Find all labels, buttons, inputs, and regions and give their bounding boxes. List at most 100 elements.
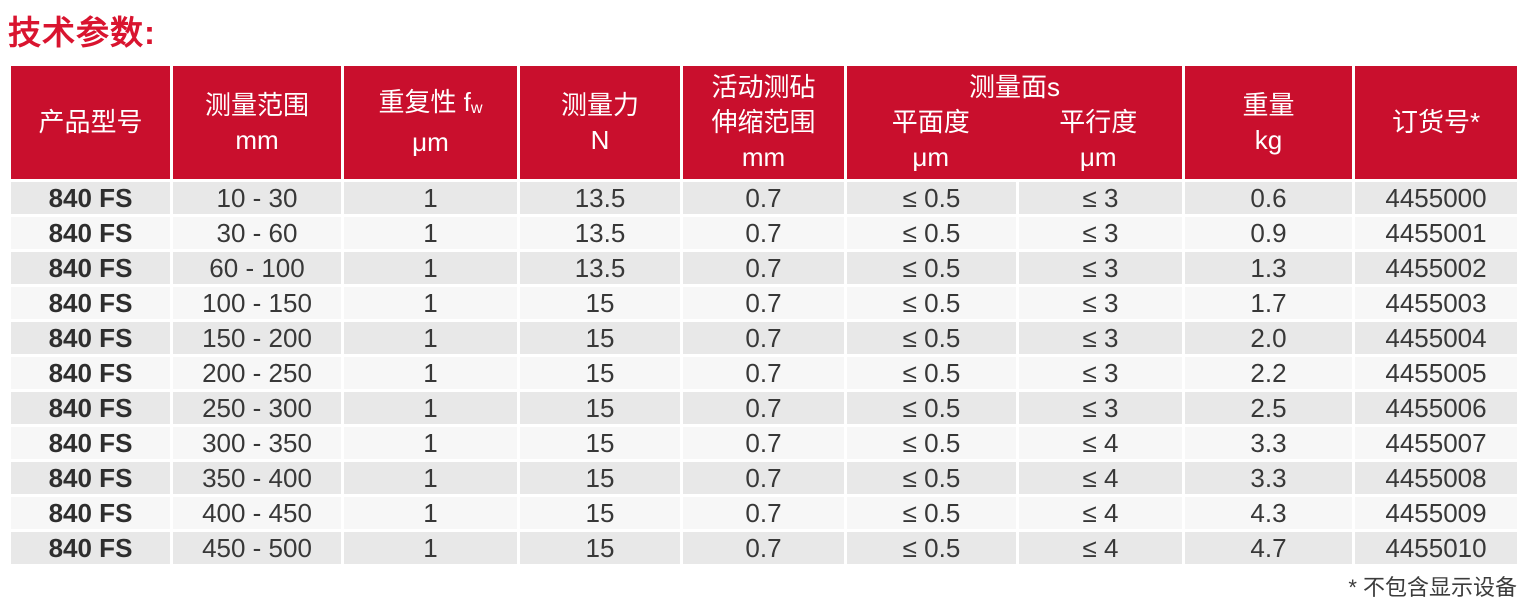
header-model: 产品型号 [11,66,173,182]
cell-repeatability: 1 [344,217,520,252]
header-range-unit: mm [235,124,279,155]
table-row: 840 FS 200 - 250 1 15 0.7 ≤ 0.5 ≤ 3 2.2 4455005 [11,357,1517,392]
cell-range: 150 - 200 [173,322,344,357]
cell-order: 4455010 [1355,532,1517,567]
cell-parallelism: ≤ 4 [1019,497,1185,532]
cell-parallelism: ≤ 3 [1019,357,1185,392]
header-model-label: 产品型号 [38,107,143,137]
cell-order: 4455009 [1355,497,1517,532]
spec-table: 产品型号 测量范围 mm 重复性 fw μm 测量力 N [11,66,1517,567]
header-force-unit: N [590,124,610,155]
cell-order: 4455006 [1355,392,1517,427]
header-surfaces-group-label: 测量面s [968,72,1060,102]
cell-range: 350 - 400 [173,462,344,497]
cell-weight: 2.2 [1185,357,1355,392]
cell-repeatability: 1 [344,427,520,462]
cell-range: 200 - 250 [173,357,344,392]
header-weight: 重量 kg [1185,66,1355,182]
cell-parallelism: ≤ 4 [1019,462,1185,497]
cell-repeatability: 1 [344,462,520,497]
cell-force: 15 [520,357,683,392]
cell-model: 840 FS [11,497,173,532]
cell-force: 15 [520,462,683,497]
cell-flatness: ≤ 0.5 [847,462,1019,497]
cell-parallelism: ≤ 4 [1019,532,1185,567]
cell-force: 13.5 [520,217,683,252]
cell-parallelism: ≤ 4 [1019,427,1185,462]
cell-flatness: ≤ 0.5 [847,217,1019,252]
cell-weight: 0.6 [1185,182,1355,217]
cell-repeatability: 1 [344,497,520,532]
cell-order: 4455003 [1355,287,1517,322]
cell-model: 840 FS [11,217,173,252]
table-row: 840 FS 350 - 400 1 15 0.7 ≤ 0.5 ≤ 4 3.3 4455008 [11,462,1517,497]
cell-force: 15 [520,392,683,427]
cell-force: 15 [520,497,683,532]
cell-force: 15 [520,322,683,357]
cell-range: 300 - 350 [173,427,344,462]
header-anvil-unit: mm [741,142,786,172]
cell-anvil: 0.7 [683,462,847,497]
spec-table-body: 840 FS 10 - 30 1 13.5 0.7 ≤ 0.5 ≤ 3 0.6 4455000 8… [11,182,1517,567]
cell-weight: 4.7 [1185,532,1355,567]
cell-order: 4455005 [1355,357,1517,392]
cell-parallelism: ≤ 3 [1019,182,1185,217]
table-row: 840 FS 10 - 30 1 13.5 0.7 ≤ 0.5 ≤ 3 0.6 4455000 [11,182,1517,217]
cell-flatness: ≤ 0.5 [847,252,1019,287]
cell-flatness: ≤ 0.5 [847,357,1019,392]
header-order-label: 订货号* [1391,107,1481,137]
header-anvil-label-1: 活动测砧 [711,72,816,102]
cell-repeatability: 1 [344,322,520,357]
table-row: 840 FS 250 - 300 1 15 0.7 ≤ 0.5 ≤ 3 2.5 4455006 [11,392,1517,427]
cell-repeatability: 1 [344,182,520,217]
cell-range: 30 - 60 [173,217,344,252]
header-flatness-label: 平面度 [891,107,970,137]
header-repeatability: 重复性 fw μm [344,66,520,182]
cell-model: 840 FS [11,357,173,392]
cell-flatness: ≤ 0.5 [847,322,1019,357]
cell-weight: 4.3 [1185,497,1355,532]
header-range-label: 测量范围 [204,89,309,120]
cell-anvil: 0.7 [683,252,847,287]
header-force: 测量力 N [520,66,683,182]
cell-parallelism: ≤ 3 [1019,252,1185,287]
cell-order: 4455008 [1355,462,1517,497]
cell-force: 15 [520,427,683,462]
cell-model: 840 FS [11,462,173,497]
cell-model: 840 FS [11,532,173,567]
cell-flatness: ≤ 0.5 [847,392,1019,427]
cell-anvil: 0.7 [683,322,847,357]
cell-range: 250 - 300 [173,392,344,427]
cell-repeatability: 1 [344,532,520,567]
cell-force: 15 [520,532,683,567]
header-surfaces-group: 测量面s 平面度 平行度 μm μm [847,66,1185,182]
header-repeatability-label: 重复性 fw [344,85,517,126]
cell-model: 840 FS [11,392,173,427]
cell-weight: 3.3 [1185,462,1355,497]
header-range: 测量范围 mm [173,66,344,182]
cell-parallelism: ≤ 3 [1019,322,1185,357]
cell-flatness: ≤ 0.5 [847,182,1019,217]
cell-weight: 0.9 [1185,217,1355,252]
table-row: 840 FS 300 - 350 1 15 0.7 ≤ 0.5 ≤ 4 3.3 4455007 [11,427,1517,462]
header-parallelism-label: 平行度 [1059,107,1138,137]
spec-table-container: 产品型号 测量范围 mm 重复性 fw μm 测量力 N [11,66,1517,567]
cell-weight: 1.7 [1185,287,1355,322]
cell-repeatability: 1 [344,287,520,322]
cell-anvil: 0.7 [683,427,847,462]
cell-weight: 2.5 [1185,392,1355,427]
cell-order: 4455004 [1355,322,1517,357]
cell-flatness: ≤ 0.5 [847,287,1019,322]
header-surfaces-units: μm μm [847,140,1182,175]
header-repeatability-unit: μm [412,127,449,158]
cell-parallelism: ≤ 3 [1019,287,1185,322]
header-repeatability-main: 重复性 f [378,86,471,117]
cell-flatness: ≤ 0.5 [847,427,1019,462]
cell-range: 400 - 450 [173,497,344,532]
cell-flatness: ≤ 0.5 [847,532,1019,567]
cell-weight: 3.3 [1185,427,1355,462]
cell-order: 4455002 [1355,252,1517,287]
cell-anvil: 0.7 [683,217,847,252]
table-row: 840 FS 100 - 150 1 15 0.7 ≤ 0.5 ≤ 3 1.7 4455003 [11,287,1517,322]
cell-force: 13.5 [520,252,683,287]
